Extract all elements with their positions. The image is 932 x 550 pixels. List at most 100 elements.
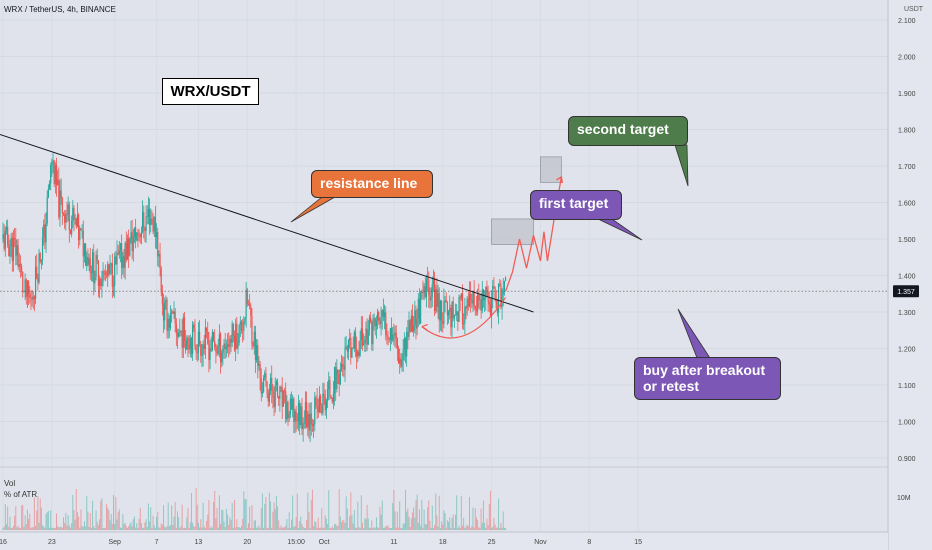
candle-body [202,344,204,355]
candle-body [286,402,288,420]
candle-body [430,296,432,301]
volume-bar [457,527,459,530]
candle-body [379,320,381,325]
volume-bar [81,526,83,530]
volume-bar [10,527,12,530]
candle-body [337,369,339,375]
candle-body [478,294,480,301]
volume-bar [7,506,9,530]
candle-body [488,301,490,305]
candle-body [172,311,174,314]
candle-body [151,218,153,221]
volume-bar [119,527,121,530]
volume-bar [171,505,173,530]
candle-body [221,352,223,363]
candle-body [82,230,84,257]
volume-bar [295,516,297,530]
candle-body [22,271,24,292]
candle-body [307,414,309,428]
volume-bar [259,528,261,530]
volume-bar [363,527,365,530]
volume-bar [80,509,82,530]
candle-body [492,286,494,299]
volume-bar [349,516,351,530]
volume-bar [280,525,282,530]
candle-body [211,331,213,351]
candle-body [394,332,396,336]
volume-bar [389,527,391,530]
candle-body [108,264,110,274]
candle-body [238,324,240,344]
symbol-header[interactable]: WRX / TetherUS, 4h, BINANCE [4,5,116,14]
candle-body [51,161,53,166]
volume-bar [408,516,410,530]
volume-bar [498,498,500,530]
volume-bar [179,527,181,530]
candle-body [313,423,315,426]
volume-bar [400,527,402,530]
volume-bar [82,526,84,530]
candle-body [47,188,49,198]
volume-legend: Vol % of ATR [4,478,37,500]
candle-body [122,256,124,269]
volume-bar [353,509,355,530]
target-zone [540,156,562,183]
volume-bar [297,527,299,530]
candle-body [249,304,251,307]
candle-body [474,306,476,309]
candle-body [171,311,173,314]
time-axis[interactable] [0,532,888,550]
volume-bar [407,508,409,530]
volume-bar [341,522,343,530]
volume-bar [136,523,138,530]
volume-bar [220,523,222,530]
volume-bar [67,515,69,530]
candle-body [175,323,177,334]
candle-body [456,311,458,316]
candle-body [351,347,353,358]
target-zone [491,218,534,245]
volume-bar [299,521,301,530]
candle-body [388,338,390,340]
volume-bar [175,527,177,530]
volume-bar [500,522,502,530]
candle-body [250,306,252,316]
candle-body [278,396,280,400]
candle-body [396,338,398,349]
price-axis[interactable] [888,0,932,550]
candle-body [200,344,202,356]
volume-bar [182,527,184,530]
candle-body [447,311,450,316]
volume-bar [368,527,370,530]
candle-body [359,340,361,356]
volume-bar [45,514,47,530]
candle-body [65,213,67,223]
candle-body [218,333,220,346]
candle-body [403,338,405,350]
volume-bar [225,508,227,530]
volume-bar [235,527,237,530]
candle-body [470,293,472,301]
candle-body [33,296,36,299]
candle-body [231,323,233,343]
volume-bar [125,525,127,530]
candle-body [160,268,162,292]
volume-bar [488,503,490,530]
candle-body [219,333,222,363]
candle-body [148,209,151,226]
volume-bar [417,522,419,530]
candle-body [10,237,12,247]
candle-body [168,318,170,328]
volume-bar [286,519,288,530]
volume-bar [337,525,339,530]
candle-body [123,256,125,268]
volume-bar [196,504,198,530]
candle-body [81,230,83,232]
candle-body [236,323,238,349]
candle-body [367,330,369,345]
volume-bar [131,526,133,530]
candle-body [97,260,99,286]
candle-body [486,287,488,292]
volume-bar [250,527,252,530]
